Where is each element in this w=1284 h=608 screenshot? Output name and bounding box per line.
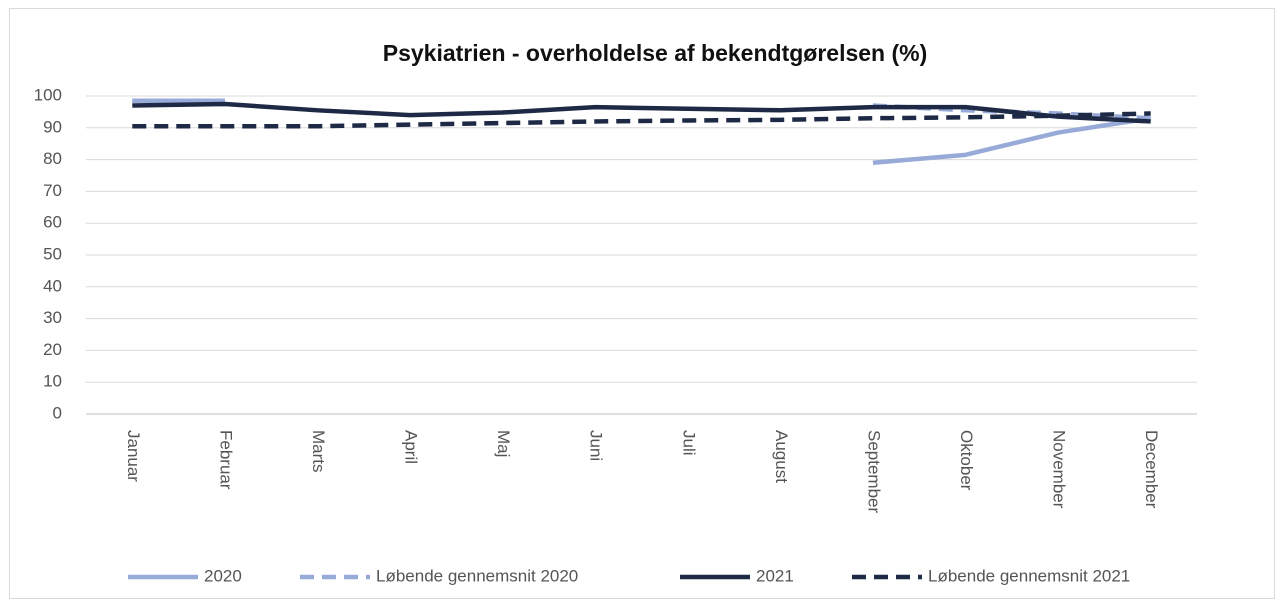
y-tick-label: 100 <box>34 85 62 104</box>
legend-label: Løbende gennemsnit 2020 <box>376 566 578 585</box>
legend-label: Løbende gennemsnit 2021 <box>928 566 1130 585</box>
y-tick-label: 0 <box>53 403 62 422</box>
x-tick-label: Maj <box>494 430 513 457</box>
x-tick-label: Januar <box>124 430 143 482</box>
chart-title: Psykiatrien - overholdelse af bekendtgør… <box>383 40 928 66</box>
chart-border <box>9 8 1275 599</box>
y-tick-label: 20 <box>43 340 62 359</box>
x-tick-label: Februar <box>216 430 235 490</box>
x-tick-label: Oktober <box>957 430 976 491</box>
y-tick-label: 30 <box>43 308 62 327</box>
series-line <box>132 111 1151 129</box>
x-tick-label: September <box>864 430 883 513</box>
x-tick-label: December <box>1142 430 1161 509</box>
x-tick-label: November <box>1050 430 1069 509</box>
y-tick-label: 90 <box>43 117 62 136</box>
x-tick-label: Juli <box>679 430 698 456</box>
legend-label: 2020 <box>204 566 242 585</box>
y-tick-label: 10 <box>43 372 62 391</box>
x-tick-label: April <box>402 430 421 464</box>
x-tick-label: Juni <box>587 430 606 461</box>
x-tick-label: August <box>772 430 791 483</box>
y-tick-label: 80 <box>43 149 62 168</box>
x-tick-label: Marts <box>309 430 328 473</box>
y-tick-label: 60 <box>43 213 62 232</box>
y-tick-label: 70 <box>43 181 62 200</box>
legend-label: 2021 <box>756 566 794 585</box>
y-tick-label: 50 <box>43 244 62 263</box>
y-tick-label: 40 <box>43 276 62 295</box>
series-line <box>132 101 1151 124</box>
